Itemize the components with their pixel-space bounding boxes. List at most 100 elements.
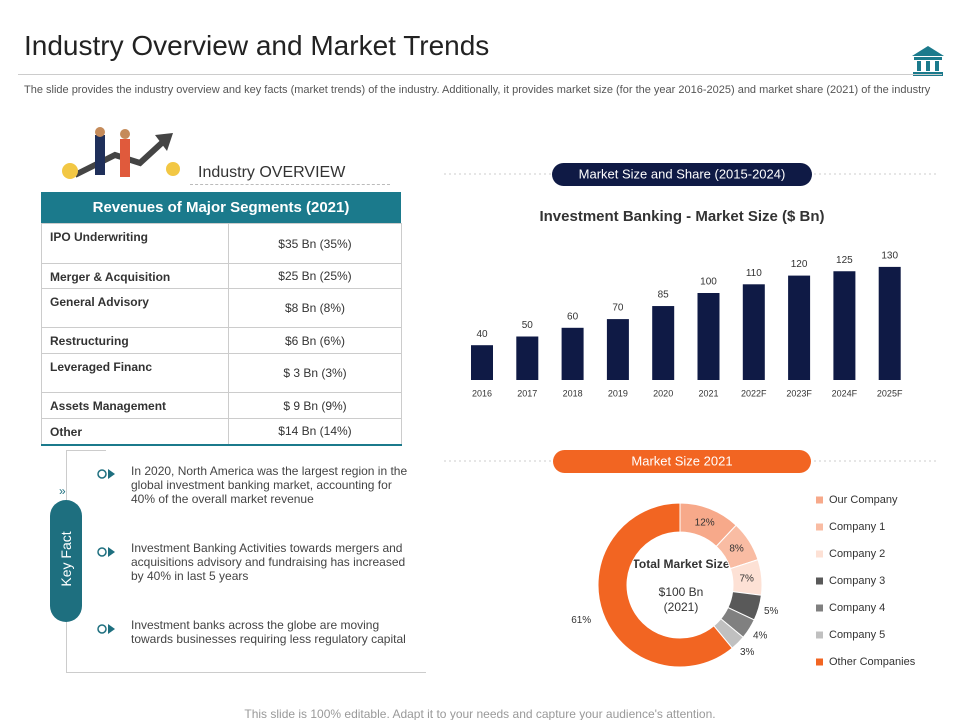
bank-icon <box>912 46 944 76</box>
banner <box>552 163 812 186</box>
slice-label: 61% <box>571 615 591 626</box>
segment-value: $8 Bn (8%) <box>228 288 402 328</box>
x-tick-label: 2017 <box>517 388 537 398</box>
legend-swatch <box>816 550 823 558</box>
legend-label: Company 3 <box>829 575 885 587</box>
chevron: » <box>59 484 66 498</box>
table-row: Merger & Acquisition $25 Bn (25%) <box>41 263 402 289</box>
x-tick-label: 2018 <box>563 388 583 398</box>
slice-label: 12% <box>695 517 715 528</box>
table-row: General Advisory $8 Bn (8%) <box>41 288 402 328</box>
center-value: $100 Bn <box>659 585 704 599</box>
segment-name: Assets Management <box>41 392 229 419</box>
bar <box>652 306 675 380</box>
footer: This slide is 100% editable. Adapt it to… <box>244 707 716 720</box>
illustration <box>62 127 180 179</box>
segment-value: $6 Bn (6%) <box>228 327 402 354</box>
data-label: 85 <box>658 290 670 301</box>
data-label: 120 <box>791 259 808 270</box>
legend-label: Company 4 <box>829 602 885 614</box>
slice-label: 7% <box>739 573 754 584</box>
legend-swatch <box>816 523 823 531</box>
segment-name: Leveraged Financ <box>41 353 229 393</box>
data-label: 70 <box>612 303 624 314</box>
legend-label: Our Company <box>829 494 898 506</box>
bar <box>788 275 811 380</box>
segment-table: IPO Underwriting $35 Bn (35%) Merger & Acq… <box>41 223 402 446</box>
data-label: 110 <box>746 268 762 279</box>
bar <box>833 271 856 380</box>
bar <box>516 336 539 380</box>
table-row: Restructuring $6 Bn (6%) <box>41 327 402 354</box>
x-tick-label: 2016 <box>472 388 492 398</box>
legend-swatch <box>816 631 823 639</box>
bar <box>471 345 493 380</box>
key-fact-label: Key Fact <box>58 531 74 587</box>
segment-name: Merger & Acquisition <box>41 263 229 289</box>
data-label: 125 <box>836 255 853 266</box>
legend-swatch <box>816 658 823 666</box>
overview-heading: Industry OVERVIEW <box>198 164 346 181</box>
heading-rule <box>190 184 390 185</box>
fact-bullets <box>97 469 115 634</box>
segment-name: General Advisory <box>41 288 229 328</box>
x-tick-label: 2020 <box>653 388 673 398</box>
legend-swatch <box>816 496 823 504</box>
legend-label: Company 5 <box>829 629 885 641</box>
center-title: Total Market Size <box>632 557 729 571</box>
bar <box>878 266 901 380</box>
banner-text: Market Size and Share (2015-2024) <box>579 166 786 181</box>
fact-line <box>66 450 106 451</box>
x-tick-label: 2025F <box>877 388 903 398</box>
segment-value: $ 9 Bn (9%) <box>228 392 402 419</box>
bar <box>606 319 629 380</box>
slice-label: 4% <box>753 631 768 642</box>
table-row: Leveraged Financ $ 3 Bn (3%) <box>41 353 402 393</box>
bar <box>742 284 765 380</box>
banner-text: Market Size 2021 <box>631 453 732 468</box>
key-fact-pill <box>50 500 82 622</box>
segment-value: $ 3 Bn (3%) <box>228 353 402 393</box>
legend-label: Company 2 <box>829 548 885 560</box>
slice-label: 5% <box>764 606 779 617</box>
table-row: Assets Management $ 9 Bn (9%) <box>41 392 402 419</box>
x-tick-label: 2024F <box>832 388 858 398</box>
data-label: 60 <box>567 311 579 322</box>
table-row: Other $14 Bn (14%) <box>41 418 402 445</box>
slice-label: 3% <box>740 647 755 658</box>
divider <box>18 74 942 75</box>
x-tick-label: 2023F <box>786 388 812 398</box>
center-year: (2021) <box>664 600 699 614</box>
segment-name: Other <box>41 418 229 445</box>
x-tick-label: 2021 <box>698 388 718 398</box>
table-title: Revenues of Major Segments (2021) <box>41 192 401 223</box>
fact-text: Investment Banking Activities towards me… <box>131 541 406 583</box>
fact-text: In 2020, North America was the largest r… <box>131 464 408 506</box>
data-label: 100 <box>700 277 717 288</box>
fact-text: Investment banks across the globe are mo… <box>131 618 406 646</box>
description: The slide provides the industry overview… <box>24 84 931 96</box>
legend-label: Other Companies <box>829 656 916 668</box>
segment-value: $25 Bn (25%) <box>228 263 402 289</box>
slice-label: 8% <box>729 544 744 555</box>
data-label: 40 <box>476 329 488 340</box>
segment-name: IPO Underwriting <box>41 223 229 264</box>
data-label: 130 <box>881 251 898 262</box>
segment-name: Restructuring <box>41 327 229 354</box>
chart-title: Investment Banking - Market Size ($ Bn) <box>539 208 824 225</box>
table-row: IPO Underwriting $35 Bn (35%) <box>41 223 402 264</box>
legend-swatch <box>816 604 823 612</box>
fact-line <box>66 672 426 673</box>
segment-value: $14 Bn (14%) <box>228 418 402 445</box>
x-tick-label: 2022F <box>741 388 767 398</box>
segment-value: $35 Bn (35%) <box>228 223 402 264</box>
bar <box>561 327 584 380</box>
title: Industry Overview and Market Trends <box>24 30 490 61</box>
data-label: 50 <box>522 320 534 331</box>
charts: Market Size and Share (2015-2024) Invest… <box>444 163 936 668</box>
legend-swatch <box>816 577 823 585</box>
legend-label: Company 1 <box>829 521 885 533</box>
donut-slice <box>597 502 733 668</box>
x-tick-label: 2019 <box>608 388 628 398</box>
